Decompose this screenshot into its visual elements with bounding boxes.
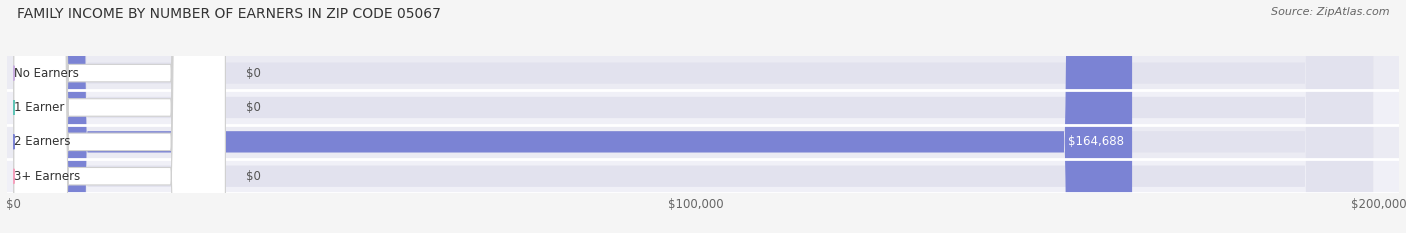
FancyBboxPatch shape <box>20 0 1132 233</box>
Text: Source: ZipAtlas.com: Source: ZipAtlas.com <box>1271 7 1389 17</box>
Bar <box>7 90 1399 125</box>
Text: No Earners: No Earners <box>14 67 79 80</box>
FancyBboxPatch shape <box>14 0 225 233</box>
Text: FAMILY INCOME BY NUMBER OF EARNERS IN ZIP CODE 05067: FAMILY INCOME BY NUMBER OF EARNERS IN ZI… <box>17 7 440 21</box>
Text: $164,688: $164,688 <box>1069 135 1123 148</box>
Bar <box>7 159 1399 193</box>
Text: $0: $0 <box>246 170 260 183</box>
Text: $0: $0 <box>246 101 260 114</box>
Text: $0: $0 <box>246 67 260 80</box>
FancyBboxPatch shape <box>14 0 225 233</box>
FancyBboxPatch shape <box>20 0 1374 233</box>
Bar <box>7 125 1399 159</box>
FancyBboxPatch shape <box>20 0 1374 233</box>
Text: 1 Earner: 1 Earner <box>14 101 65 114</box>
Bar <box>7 56 1399 90</box>
Text: 2 Earners: 2 Earners <box>14 135 70 148</box>
FancyBboxPatch shape <box>14 0 225 233</box>
FancyBboxPatch shape <box>20 0 1374 233</box>
Text: 3+ Earners: 3+ Earners <box>14 170 80 183</box>
FancyBboxPatch shape <box>14 0 225 233</box>
FancyBboxPatch shape <box>20 0 1374 233</box>
